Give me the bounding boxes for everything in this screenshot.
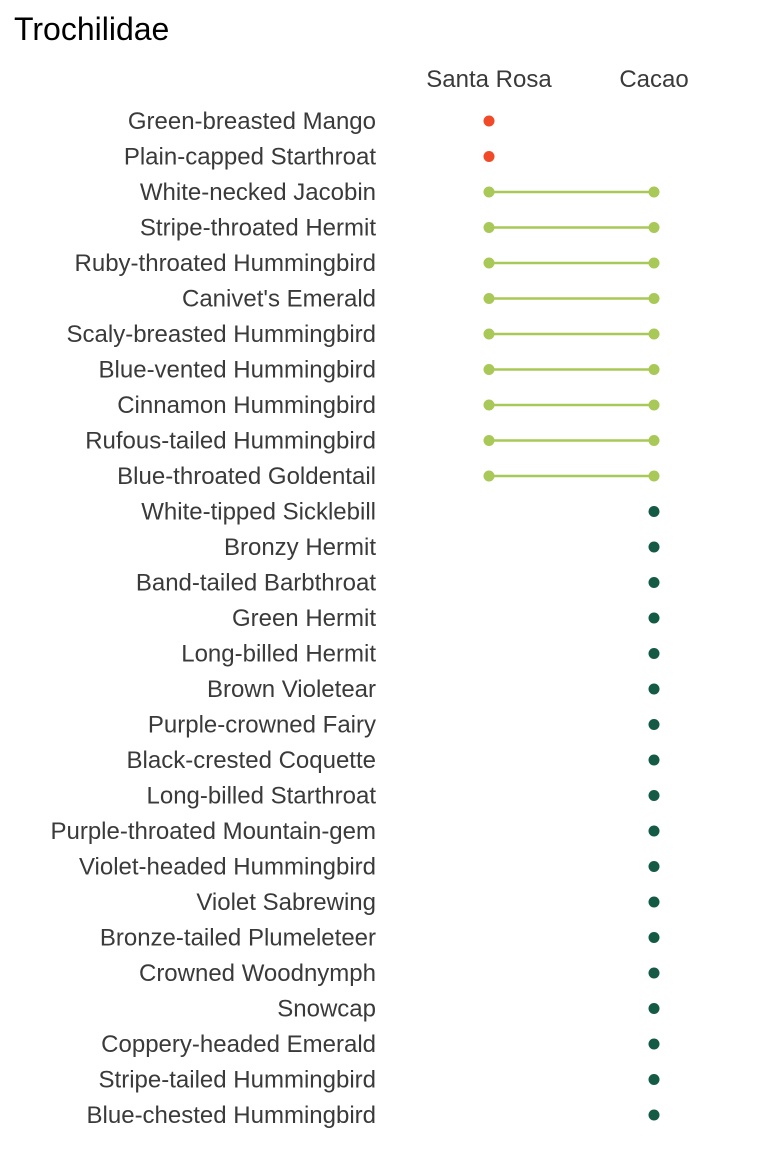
presence-dot <box>648 399 660 411</box>
presence-dot <box>648 1038 660 1050</box>
presence-dot <box>648 435 660 446</box>
presence-dot <box>648 683 660 695</box>
presence-dot <box>648 577 660 588</box>
presence-dot <box>483 293 495 304</box>
presence-dot <box>648 541 660 553</box>
species-label: Canivet's Emerald <box>182 286 376 313</box>
presence-dot <box>483 257 495 269</box>
presence-dot <box>648 1074 660 1085</box>
species-rows: Green-breasted Mango Plain-capped Starthr… <box>50 108 660 1129</box>
species-label: Rufous-tailed Hummingbird <box>85 428 376 455</box>
species-label: Crowned Woodnymph <box>139 960 376 987</box>
species-label: Green Hermit <box>232 605 376 632</box>
species-label: Brown Violetear <box>207 676 376 703</box>
presence-dot <box>648 612 660 624</box>
species-label: Band-tailed Barbthroat <box>136 570 376 597</box>
species-label: Purple-crowned Fairy <box>148 712 376 739</box>
species-label: Stripe-tailed Hummingbird <box>99 1067 376 1094</box>
species-label: Bronzy Hermit <box>224 534 376 561</box>
species-label: Coppery-headed Emerald <box>101 1031 376 1058</box>
species-label: Green-breasted Mango <box>128 108 376 135</box>
species-label: Black-crested Coquette <box>127 747 376 774</box>
species-label: Stripe-throated Hermit <box>140 215 376 242</box>
presence-dot <box>648 932 660 943</box>
presence-dot <box>648 470 660 482</box>
presence-dot <box>648 967 660 979</box>
presence-dot <box>648 896 660 908</box>
presence-dot <box>648 257 660 269</box>
species-label: Bronze-tailed Plumeleteer <box>100 925 376 952</box>
species-label: Cinnamon Hummingbird <box>117 392 376 419</box>
species-label: Plain-capped Starthroat <box>124 144 376 171</box>
species-label: Purple-throated Mountain-gem <box>50 818 376 845</box>
presence-dot <box>483 470 495 482</box>
presence-dot <box>648 754 660 766</box>
presence-dot <box>483 222 495 233</box>
presence-dot <box>648 825 660 837</box>
species-label: Violet-headed Hummingbird <box>79 854 376 881</box>
presence-dot <box>648 648 660 659</box>
presence-dot <box>648 328 660 340</box>
species-label: Blue-chested Hummingbird <box>87 1102 376 1129</box>
species-label: Long-billed Starthroat <box>147 783 377 810</box>
presence-dot <box>648 506 660 517</box>
presence-dot <box>648 364 660 375</box>
presence-dot <box>483 364 495 375</box>
presence-dot <box>483 435 495 446</box>
presence-dot <box>648 1109 660 1121</box>
chart-title: Trochilidae <box>14 11 169 47</box>
species-label: Violet Sabrewing <box>196 889 376 916</box>
species-label: White-tipped Sicklebill <box>141 499 376 526</box>
species-label: Blue-vented Hummingbird <box>99 357 376 384</box>
species-label: Ruby-throated Hummingbird <box>75 250 376 277</box>
presence-dot <box>483 328 495 340</box>
presence-dot <box>483 151 495 162</box>
column-label-santa-rosa: Santa Rosa <box>426 66 552 93</box>
presence-dot <box>483 399 495 411</box>
presence-dot <box>483 115 495 127</box>
species-label: Snowcap <box>277 996 376 1023</box>
species-label: Long-billed Hermit <box>181 641 376 668</box>
presence-dot <box>648 222 660 233</box>
column-label-cacao: Cacao <box>619 66 688 93</box>
presence-dot <box>483 186 495 198</box>
species-label: Scaly-breasted Hummingbird <box>67 321 376 348</box>
presence-dot <box>648 790 660 801</box>
presence-dot <box>648 186 660 198</box>
presence-dot <box>648 719 660 730</box>
species-label: Blue-throated Goldentail <box>117 463 376 490</box>
presence-dot <box>648 861 660 872</box>
presence-dot <box>648 1003 660 1014</box>
presence-dot <box>648 293 660 304</box>
species-label: White-necked Jacobin <box>140 179 376 206</box>
